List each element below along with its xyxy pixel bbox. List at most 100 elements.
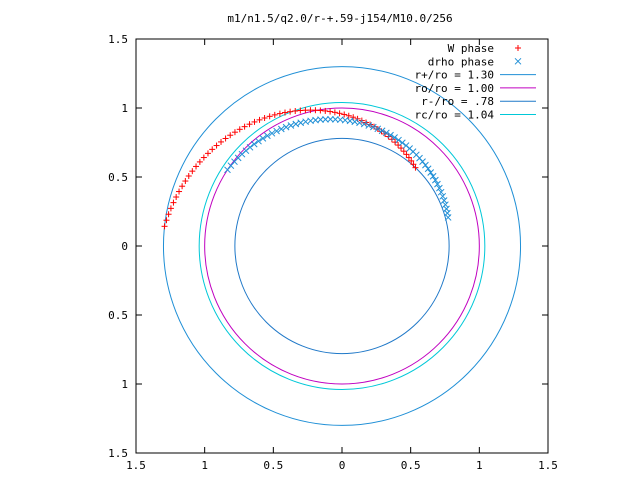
chart-title: m1/n1.5/q2.0/r-+.59-j154/M10.0/256 — [227, 12, 452, 25]
point-series-0-33 — [297, 107, 304, 114]
point-series-0-12 — [196, 158, 203, 165]
point-series-1-38 — [395, 136, 402, 144]
point-series-1-39 — [398, 139, 406, 147]
legend-swatch-0 — [515, 45, 521, 51]
point-series-0-43 — [345, 112, 352, 119]
point-series-0-11 — [193, 163, 200, 170]
y-tick-label-2: 0.5 — [108, 171, 128, 184]
point-series-0-60 — [405, 154, 412, 161]
y-tick-label-4: 0.5 — [108, 309, 128, 322]
circle-series-2 — [162, 66, 522, 426]
point-series-0-63 — [412, 164, 419, 171]
point-series-0-54 — [388, 136, 395, 143]
points-layer — [161, 107, 452, 230]
point-series-1-37 — [391, 134, 398, 141]
y-tick-label-3: 0 — [121, 240, 128, 253]
point-series-1-53 — [437, 188, 445, 196]
point-series-0-28 — [271, 111, 278, 118]
x-tick-label-1: 1 — [201, 459, 208, 472]
point-series-0-40 — [331, 109, 338, 116]
point-series-1-14 — [282, 123, 290, 131]
legend-label-5: rc/ro = 1.04 — [415, 109, 495, 122]
point-series-0-22 — [241, 123, 248, 130]
point-series-1-30 — [360, 120, 368, 128]
x-tick-label-5: 1 — [476, 459, 483, 472]
point-series-0-19 — [227, 132, 234, 139]
point-series-1-17 — [297, 119, 305, 127]
point-series-0-62 — [410, 161, 417, 168]
point-series-0-58 — [400, 148, 407, 155]
point-series-0-5 — [173, 194, 180, 201]
point-series-1-31 — [365, 122, 373, 129]
point-series-1-59 — [444, 214, 452, 221]
point-series-0-16 — [213, 142, 220, 149]
legend-entry-1: drho phase — [428, 55, 522, 68]
point-series-0-41 — [336, 110, 343, 117]
point-series-0-10 — [189, 168, 196, 175]
point-series-0-27 — [266, 113, 273, 120]
point-series-0-3 — [167, 205, 174, 212]
point-series-1-0 — [224, 166, 231, 174]
point-series-1-56 — [442, 201, 449, 209]
point-series-0-61 — [408, 157, 415, 164]
axis-ticks: 1.5 1 0.5 0 0.5 1 1.51.510.500.511.5 — [108, 33, 558, 472]
point-series-1-54 — [439, 192, 447, 200]
x-tick-label-4: 0.5 — [401, 459, 421, 472]
point-series-0-39 — [327, 108, 334, 115]
point-series-1-55 — [440, 197, 448, 204]
point-series-0-44 — [350, 114, 357, 121]
point-series-1-6 — [246, 143, 254, 151]
x-tick-label-0: 1.5 — [126, 459, 146, 472]
point-series-1-23 — [327, 115, 334, 123]
point-series-0-4 — [170, 199, 177, 206]
point-series-0-26 — [261, 114, 268, 121]
point-series-0-21 — [236, 126, 243, 133]
legend-entry-2: r+/ro = 1.30 — [415, 69, 536, 82]
point-series-0-14 — [204, 150, 211, 157]
point-series-0-59 — [403, 151, 410, 158]
x-tick-label-2: 0.5 — [263, 459, 283, 472]
point-series-0-17 — [218, 138, 225, 145]
point-series-1-12 — [273, 127, 280, 135]
point-series-1-34 — [378, 127, 386, 135]
point-series-1-7 — [250, 140, 258, 148]
legend-swatch-1 — [514, 57, 522, 65]
point-series-0-24 — [251, 118, 258, 125]
point-series-0-13 — [200, 154, 207, 161]
y-tick-label-1: 1 — [121, 102, 128, 115]
circle-series-3 — [204, 107, 480, 385]
circle-series-4 — [234, 137, 450, 355]
y-tick-label-5: 1 — [121, 378, 128, 391]
x-tick-label-6: 1.5 — [538, 459, 558, 472]
point-series-0-15 — [209, 146, 216, 153]
point-series-0-30 — [282, 109, 289, 116]
point-series-0-9 — [185, 173, 192, 180]
point-series-0-1 — [163, 217, 170, 224]
point-series-1-52 — [436, 184, 443, 192]
legend-label-1: drho phase — [428, 55, 494, 68]
point-series-1-13 — [277, 125, 285, 133]
point-series-1-48 — [427, 169, 435, 176]
point-series-1-32 — [369, 123, 377, 131]
point-series-1-51 — [434, 180, 441, 188]
point-series-0-7 — [179, 183, 186, 190]
legend-entry-0: W phase — [448, 42, 521, 55]
point-series-1-35 — [383, 129, 390, 137]
legend-entry-4: r-/ro = .78 — [421, 95, 536, 108]
point-series-1-57 — [443, 205, 450, 213]
point-series-0-2 — [165, 211, 172, 218]
point-series-0-20 — [231, 129, 238, 136]
point-series-1-47 — [424, 165, 432, 173]
point-series-1-5 — [242, 147, 250, 155]
point-series-1-22 — [322, 116, 329, 123]
point-series-1-9 — [259, 135, 267, 142]
point-series-1-15 — [287, 122, 295, 129]
point-series-0-18 — [222, 135, 229, 142]
point-series-0-0 — [161, 223, 168, 230]
point-series-1-10 — [264, 132, 271, 140]
point-series-1-33 — [374, 125, 382, 133]
point-series-0-34 — [302, 107, 309, 114]
point-series-1-8 — [255, 137, 262, 145]
point-series-1-36 — [387, 131, 394, 139]
